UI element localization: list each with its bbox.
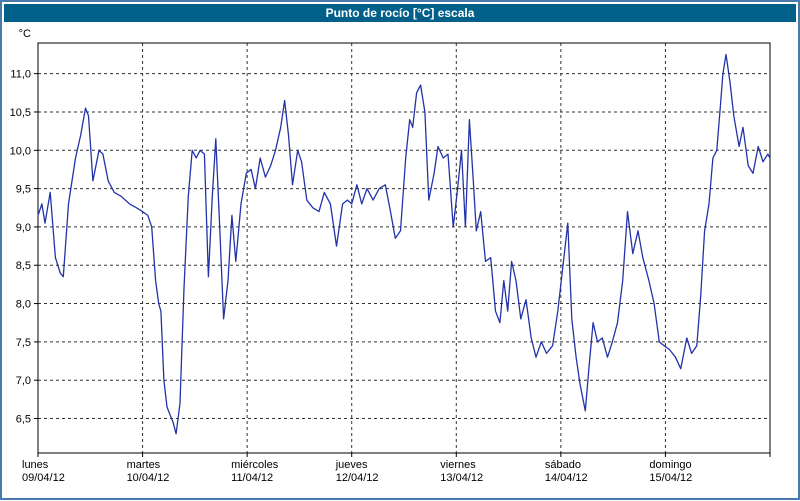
chart-title: Punto de rocío [°C] escala bbox=[325, 6, 475, 20]
x-day-date-label: 12/04/12 bbox=[336, 472, 379, 484]
chart-title-bar: Punto de rocío [°C] escala bbox=[4, 4, 796, 22]
dew-point-chart: 6,5 7,0 7,5 8,0 8,5 9,0 9,5 10,0 10,5 11,0 °C lunes… bbox=[10, 28, 771, 484]
x-day-name-label: viernes bbox=[440, 459, 476, 471]
x-day-name-label: miércoles bbox=[231, 459, 279, 471]
x-day-date-label: 13/04/12 bbox=[440, 472, 483, 484]
x-day-date-label: 15/04/12 bbox=[649, 472, 692, 484]
y-tick-label: 8,5 bbox=[16, 260, 31, 272]
y-tick-label: 6,5 bbox=[16, 414, 31, 426]
y-axis-unit-label: °C bbox=[19, 28, 31, 40]
x-day-name-label: martes bbox=[127, 459, 161, 471]
y-tick-label: 7,0 bbox=[16, 375, 31, 387]
y-tick-label: 9,5 bbox=[16, 184, 31, 196]
x-day-name-label: sábado bbox=[545, 459, 581, 471]
y-tick-label: 10,0 bbox=[10, 145, 31, 157]
x-day-name-label: lunes bbox=[22, 459, 49, 471]
x-day-date-label: 10/04/12 bbox=[127, 472, 170, 484]
y-tick-label: 8,0 bbox=[16, 299, 31, 311]
x-day-date-label: 14/04/12 bbox=[545, 472, 588, 484]
x-day-name-label: jueves bbox=[335, 459, 368, 471]
chart-area: 6,5 7,0 7,5 8,0 8,5 9,0 9,5 10,0 10,5 11,0 °C lunes… bbox=[4, 22, 796, 496]
x-day-date-label: 11/04/12 bbox=[231, 472, 273, 484]
y-tick-label: 9,0 bbox=[16, 222, 31, 234]
plot-border bbox=[37, 42, 771, 454]
y-tick-label: 10,5 bbox=[10, 107, 31, 119]
dew-point-series-line bbox=[37, 53, 771, 435]
y-tick-label: 11,0 bbox=[10, 69, 31, 81]
x-day-name-label: domingo bbox=[649, 459, 691, 471]
x-day-date-label: 09/04/12 bbox=[22, 472, 65, 484]
y-tick-label: 7,5 bbox=[16, 337, 31, 349]
